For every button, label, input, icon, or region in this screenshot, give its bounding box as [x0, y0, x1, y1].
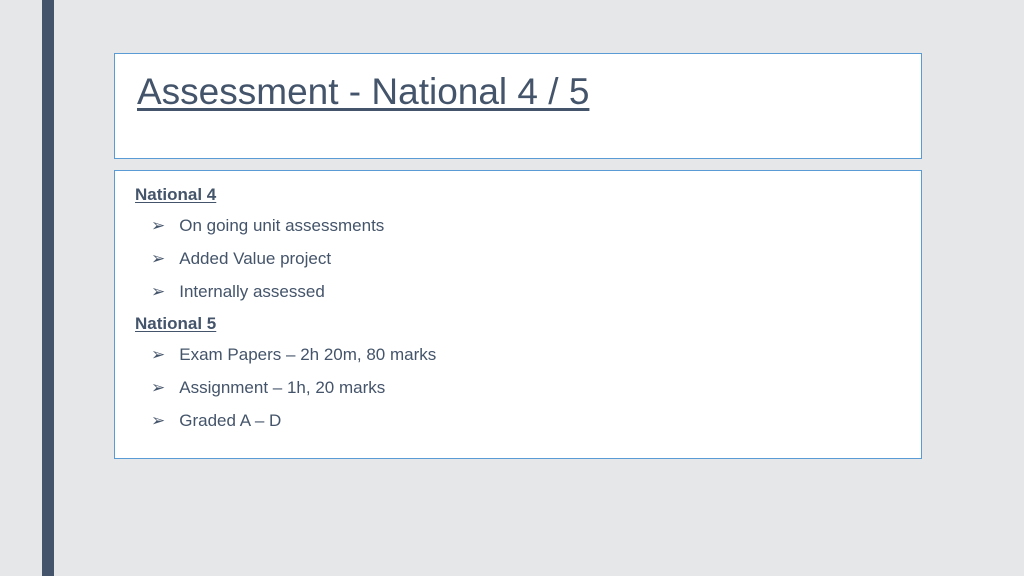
list-item: ➢ Added Value project [135, 248, 901, 270]
accent-bar [42, 0, 54, 576]
list-item: ➢ Internally assessed [135, 281, 901, 303]
bullet-icon: ➢ [151, 283, 165, 300]
bullet-icon: ➢ [151, 379, 165, 396]
bullet-text: On going unit assessments [179, 215, 384, 237]
bullet-text: Graded A – D [179, 410, 281, 432]
content-box: National 4 ➢ On going unit assessments ➢… [114, 170, 922, 459]
bullet-icon: ➢ [151, 412, 165, 429]
section-list-0: ➢ On going unit assessments ➢ Added Valu… [135, 215, 901, 303]
list-item: ➢ On going unit assessments [135, 215, 901, 237]
bullet-icon: ➢ [151, 250, 165, 267]
list-item: ➢ Assignment – 1h, 20 marks [135, 377, 901, 399]
section-heading-0: National 4 [135, 185, 901, 205]
bullet-icon: ➢ [151, 217, 165, 234]
list-item: ➢ Graded A – D [135, 410, 901, 432]
bullet-text: Exam Papers – 2h 20m, 80 marks [179, 344, 436, 366]
list-item: ➢ Exam Papers – 2h 20m, 80 marks [135, 344, 901, 366]
bullet-text: Added Value project [179, 248, 331, 270]
slide-title: Assessment - National 4 / 5 [137, 72, 899, 113]
bullet-text: Internally assessed [179, 281, 325, 303]
bullet-icon: ➢ [151, 346, 165, 363]
section-list-1: ➢ Exam Papers – 2h 20m, 80 marks ➢ Assig… [135, 344, 901, 432]
section-heading-1: National 5 [135, 314, 901, 334]
title-box: Assessment - National 4 / 5 [114, 53, 922, 159]
bullet-text: Assignment – 1h, 20 marks [179, 377, 385, 399]
